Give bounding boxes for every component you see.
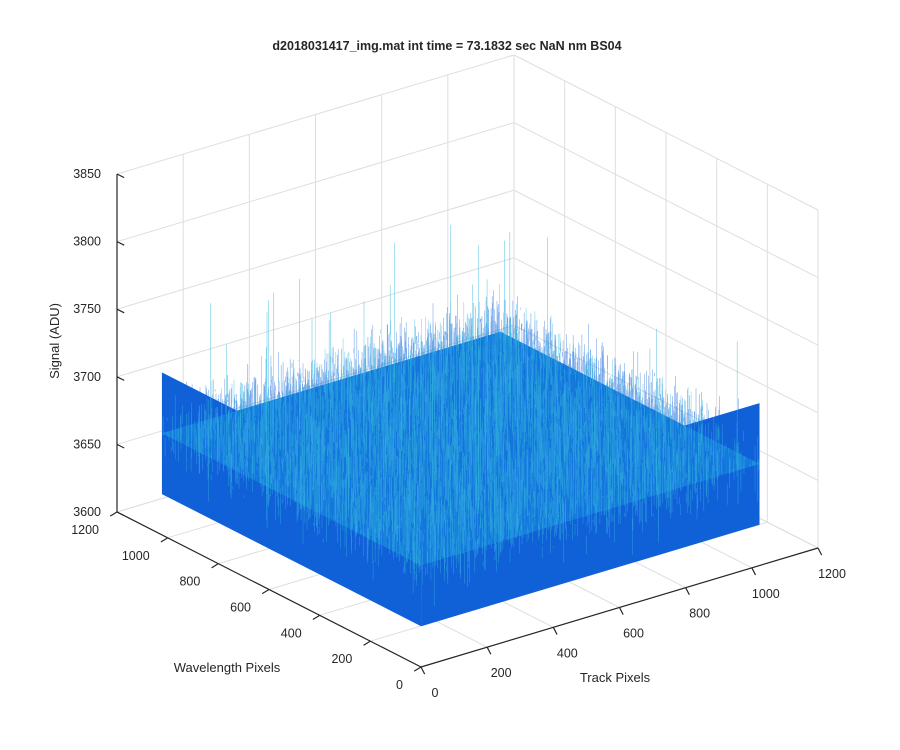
x-tick (552, 627, 558, 635)
y-tick (363, 640, 371, 646)
z-tick-label: 3800 (73, 235, 101, 249)
z-tick (116, 376, 125, 381)
z-tick (116, 241, 125, 246)
y-tick-label: 1000 (122, 549, 150, 563)
y-tick-label: 0 (396, 678, 403, 692)
x-tick-label: 400 (557, 646, 578, 660)
label-layer: d2018031417_img.mat int time = 73.1832 s… (47, 39, 846, 700)
y-tick (109, 511, 118, 517)
chart-title: d2018031417_img.mat int time = 73.1832 s… (272, 39, 621, 53)
x-axis-title: Track Pixels (580, 670, 651, 685)
y-tick (312, 614, 320, 621)
y-tick-label: 1200 (71, 523, 99, 537)
grid-line-sidewall-z (513, 122, 819, 279)
z-tick-label: 3850 (73, 167, 101, 181)
grid-line-sidewall-z (513, 54, 819, 211)
z-tick-label: 3650 (73, 437, 101, 451)
x-tick-label: 600 (623, 627, 644, 641)
grid-line-backwall-z (116, 257, 515, 378)
grid-line-backwall-z (116, 54, 515, 175)
y-tick-label: 800 (179, 575, 200, 589)
x-tick (685, 587, 690, 596)
z-tick (116, 511, 125, 517)
y-tick (261, 588, 270, 595)
grid-line-backwall-z (116, 189, 515, 310)
z-tick-label: 3700 (73, 370, 101, 384)
z-tick (116, 308, 125, 314)
z-tick-label: 3600 (73, 505, 101, 519)
y-tick-label: 400 (281, 626, 302, 640)
grid-line-sidewall-z (513, 257, 819, 414)
y-tick (211, 563, 219, 569)
y-tick-label: 200 (331, 652, 352, 666)
x-tick (751, 567, 757, 576)
grid-line-backwall-z (116, 122, 515, 243)
x-tick-label: 1000 (752, 587, 780, 601)
grid-line-sidewall-z (513, 189, 819, 346)
axis-layer (109, 173, 823, 675)
x-tick (486, 646, 492, 655)
x-tick (420, 666, 426, 675)
x-tick-label: 200 (491, 666, 512, 680)
surface-spikes (210, 224, 738, 536)
y-tick (160, 537, 168, 543)
surface-noise-light (162, 284, 760, 606)
z-tick (116, 173, 125, 179)
x-tick (618, 607, 624, 615)
y-axis-title: Wavelength Pixels (174, 660, 281, 675)
surface-layer (161, 224, 760, 627)
y-tick-label: 600 (230, 601, 251, 615)
x-tick-label: 800 (689, 607, 710, 621)
z-tick-label: 3750 (73, 302, 101, 316)
z-axis-title: Signal (ADU) (47, 303, 62, 379)
z-tick (116, 443, 125, 449)
y-tick (413, 666, 422, 672)
x-tick-label: 1200 (818, 567, 846, 581)
x-tick-label: 0 (432, 686, 439, 700)
x-tick (817, 547, 823, 556)
